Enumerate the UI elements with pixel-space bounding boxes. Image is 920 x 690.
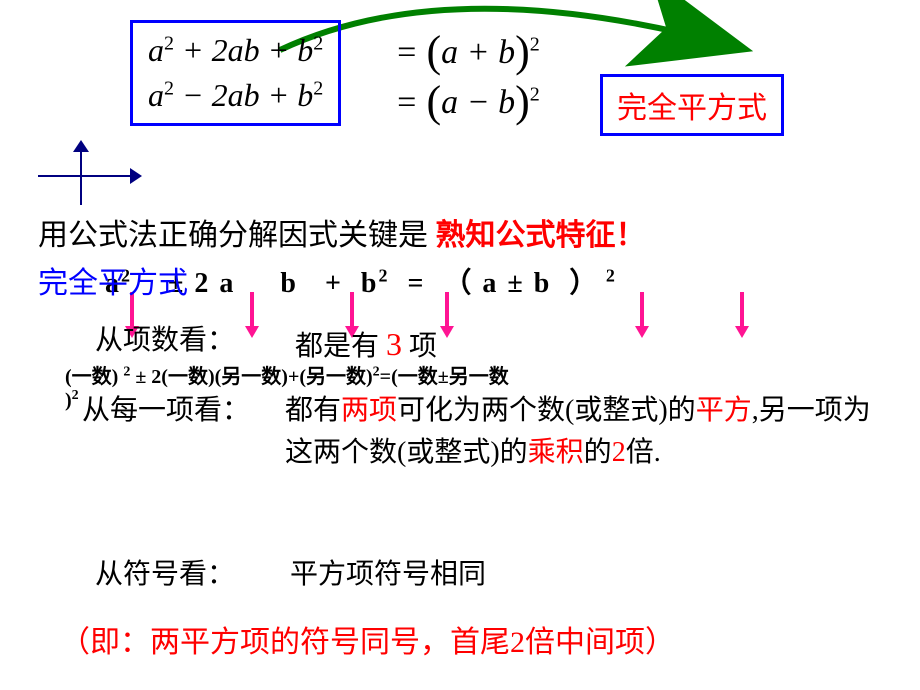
axis-arrow-right-icon (130, 168, 142, 184)
axis-arrow-up-icon (73, 140, 89, 152)
t: 2 (612, 437, 626, 468)
t: 的 (584, 437, 612, 468)
row-count-t1: 都是有 (295, 331, 379, 362)
blue-heading: 完全平方式 (38, 258, 188, 302)
t: 都有 (285, 395, 341, 426)
pink-arrow-icon (740, 292, 744, 328)
substitution-line: (一数) 2 ± 2(一数)(另一数)+(另一数)2=(一数±另一数 (65, 360, 509, 389)
row-count-label: 从项数看： (95, 320, 235, 362)
formula-line-1: a2 + 2ab + b2 (148, 28, 323, 73)
pink-arrow-icon (250, 292, 254, 328)
formula-box: a2 + 2ab + b2 a2 − 2ab + b2 (130, 20, 341, 126)
axis-horizontal (38, 175, 138, 177)
row-count-num: 3 (386, 326, 402, 362)
label-box-text: 完全平方式 (617, 92, 767, 125)
pink-arrow-icon (445, 292, 449, 328)
t: 倍. (626, 437, 661, 468)
pink-arrow-icon (640, 292, 644, 328)
intro-black: 用公式法正确分解因式关键是 (38, 219, 428, 252)
t: 可化为两个数(或整式)的 (397, 395, 696, 426)
formula-line-2: a2 − 2ab + b2 (148, 73, 323, 118)
result-1: = (a + b)2 (395, 26, 540, 77)
result-2: = (a − b)2 (395, 76, 540, 127)
substitution-tail: )2 (65, 388, 79, 413)
t: 两项 (341, 395, 397, 426)
row-count-t2: 项 (409, 331, 437, 362)
t: 乘积 (528, 437, 584, 468)
row-sign-label: 从符号看： (95, 554, 235, 596)
label-box: 完全平方式 (600, 74, 784, 136)
intro-line: 用公式法正确分解因式关键是 熟知公式特征！ (38, 210, 646, 254)
intro-red: 熟知公式特征！ (436, 219, 646, 252)
row-item-text: 都有两项可化为两个数(或整式)的平方,另一项为这两个数(或整式)的乘积的2倍. (285, 390, 875, 474)
row-sign-text: 平方项符号相同 (290, 554, 486, 596)
t: 平方 (696, 395, 752, 426)
row-item-label: 从每一项看： (82, 390, 250, 432)
footer-text: （即：两平方项的符号同号，首尾2倍中间项） (60, 620, 675, 665)
